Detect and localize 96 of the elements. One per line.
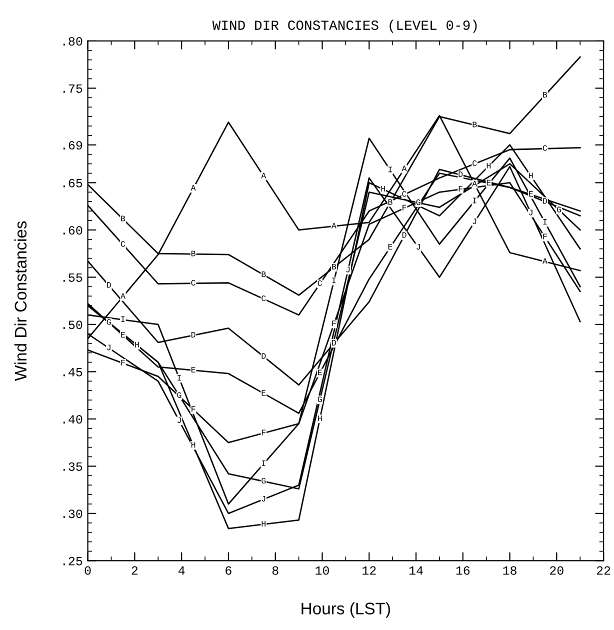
text: J: [262, 496, 266, 502]
x-axis-title: Hours (LST): [302, 602, 390, 618]
text: E: [191, 366, 196, 372]
text: A: [402, 166, 407, 172]
text: I: [332, 278, 336, 284]
text: J: [346, 266, 350, 272]
text: E: [388, 244, 392, 250]
x-tick-label: 8: [272, 566, 278, 575]
text: C: [318, 280, 322, 286]
text: A: [120, 293, 126, 299]
text: G: [262, 478, 266, 484]
text: J: [472, 218, 476, 224]
x-tick-label: 22: [596, 566, 610, 575]
text: E: [486, 180, 491, 186]
text: E: [121, 332, 126, 338]
series-label: C: [120, 241, 126, 247]
y-tick-label: .55: [63, 273, 82, 282]
text: B: [472, 122, 477, 128]
text: C: [472, 160, 477, 166]
y-tick-label: .65: [63, 178, 82, 188]
series-label: D: [332, 340, 336, 346]
series-label: B: [121, 216, 126, 222]
x-tick-label: 20: [550, 566, 564, 575]
series-label: I: [472, 198, 476, 204]
x-tick-label: 10: [316, 566, 329, 575]
text: F: [262, 430, 266, 436]
x-tick-label: 12: [362, 566, 376, 575]
text: H: [135, 342, 139, 348]
text: D: [262, 353, 266, 359]
x-tick-label: 2: [132, 566, 138, 575]
text: F: [402, 204, 406, 210]
text: I: [543, 219, 547, 225]
series-label: H: [318, 416, 322, 422]
text: D: [543, 198, 548, 204]
text: B: [543, 92, 548, 98]
y-tick-label: .60: [63, 226, 82, 235]
text: G: [318, 396, 322, 402]
text: D: [402, 232, 406, 238]
y-tick-label: .40: [63, 415, 82, 424]
text: A: [472, 180, 478, 186]
text: G: [556, 206, 562, 212]
chart-title: WIND DIR CONSTANCIES (LEVEL 0-9): [212, 20, 477, 33]
series-label: J: [177, 418, 181, 424]
text: B: [262, 272, 266, 277]
text: F: [543, 234, 547, 240]
y-tick-label: .45: [63, 368, 82, 376]
y-tick-label: .50: [63, 320, 82, 330]
x-tick-label: 14: [409, 566, 423, 575]
text: B: [332, 264, 336, 270]
text: I: [121, 316, 125, 322]
text: C: [542, 145, 548, 151]
y-tick-label: .69: [63, 141, 82, 150]
series-label: G: [177, 392, 182, 398]
text: J: [529, 210, 532, 216]
x-tick-label: 0: [84, 566, 91, 575]
text: B: [191, 250, 196, 256]
y-tick-label: .75: [63, 84, 82, 93]
text: F: [192, 406, 196, 412]
y-axis-title: Wind Dir Constancies: [14, 221, 27, 381]
y-tick-label: .25: [63, 556, 82, 566]
text: G: [416, 199, 420, 205]
x-tick-label: 6: [226, 566, 232, 575]
text: E: [262, 390, 266, 396]
text: E: [318, 370, 322, 376]
text: H: [529, 172, 533, 178]
y-tick-label: .80: [63, 37, 82, 46]
y-tick-label: .30: [63, 510, 82, 518]
series-label: F: [121, 360, 125, 366]
text: A: [331, 222, 336, 228]
x-tick-label: 16: [456, 566, 470, 575]
series-label: E: [529, 191, 533, 197]
text: D: [107, 282, 111, 288]
y-tick-label: .35: [63, 462, 82, 471]
text: D: [191, 332, 196, 338]
text: C: [402, 191, 406, 197]
series-label: A: [542, 258, 548, 264]
text: D: [458, 172, 463, 178]
text: A: [261, 172, 266, 178]
text: I: [388, 166, 392, 172]
text: C: [262, 296, 266, 302]
x-tick-label: 18: [503, 566, 516, 575]
text: A: [190, 185, 196, 191]
text: F: [458, 186, 462, 192]
text: J: [107, 344, 110, 350]
text: G: [106, 319, 111, 325]
text: I: [178, 374, 181, 380]
x-tick-label: 4: [178, 566, 185, 575]
text: J: [416, 244, 420, 250]
text: C: [191, 280, 196, 286]
text: H: [486, 162, 491, 168]
text: H: [262, 520, 266, 526]
text: I: [262, 460, 266, 466]
text: F: [332, 320, 336, 326]
text: H: [381, 186, 386, 192]
text: B: [388, 199, 392, 205]
text: H: [191, 442, 196, 448]
